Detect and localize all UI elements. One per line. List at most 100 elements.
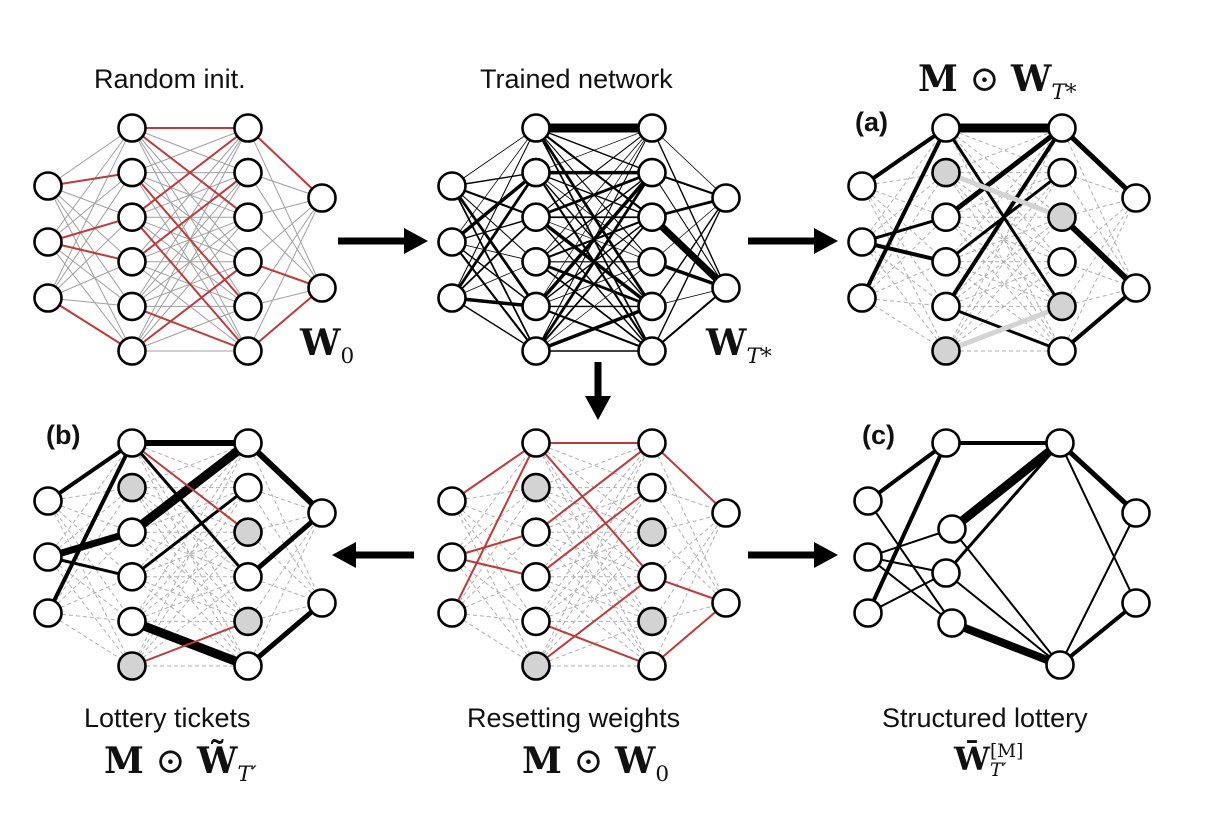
- network-node: [117, 202, 147, 232]
- network-node: [117, 336, 147, 366]
- network-node: [307, 273, 337, 303]
- network-node: [437, 227, 467, 257]
- formula-mask-wtilde: M ⊙ W̃T′: [104, 740, 257, 787]
- network-node: [931, 428, 961, 458]
- network-node: [33, 542, 63, 572]
- network-node: [637, 651, 667, 681]
- network-node: [521, 157, 551, 188]
- network-node: [1121, 183, 1151, 213]
- network-node: [33, 486, 63, 516]
- formula-mask-wtilde-symbol: W̃: [196, 740, 238, 782]
- network-node: [637, 291, 667, 322]
- network-node: [711, 498, 741, 528]
- network-node: [637, 561, 667, 592]
- arrows: [332, 228, 838, 568]
- network-node: [233, 428, 263, 458]
- network-node: [637, 428, 667, 458]
- network-node: [931, 157, 961, 188]
- network-node: [1045, 428, 1075, 458]
- network-node: [1121, 273, 1151, 303]
- network-node: [931, 246, 961, 277]
- formula-mask-w0-mask: M: [522, 740, 562, 782]
- panel-c-structured-lottery: [853, 428, 1151, 680]
- network-node: [307, 588, 337, 618]
- panel-b-lottery-tickets: [33, 428, 337, 681]
- formula-mask-wT-mask: M: [918, 58, 958, 100]
- arrow-trained-to-reset: [585, 362, 611, 420]
- network-node: [711, 183, 741, 213]
- formula-mask-w0: M ⊙ W0: [522, 740, 669, 787]
- arrow-reset-to-c: [748, 542, 838, 568]
- network-node: [521, 472, 551, 503]
- network-node: [307, 498, 337, 528]
- title-lottery-tickets: Lottery tickets: [84, 703, 251, 733]
- network-node: [233, 246, 263, 277]
- network-node: [637, 113, 667, 143]
- network-node: [1047, 291, 1077, 322]
- network-node: [233, 606, 263, 637]
- title-trained-network: Trained network: [480, 64, 673, 94]
- formula-w-bar-sub: T′: [989, 759, 1007, 781]
- formula-mask-w0-op: ⊙: [573, 741, 604, 782]
- network-node: [521, 113, 551, 143]
- network-node: [117, 472, 147, 503]
- formula-wT-sub: T*: [746, 344, 772, 370]
- formula-w-bar-symbol: W̄: [954, 740, 990, 778]
- title-structured-lottery: Structured lottery: [882, 703, 1088, 733]
- formula-w-bar-sup: [M]: [989, 740, 1024, 762]
- arrow-init-to-trained: [338, 228, 428, 254]
- network-node: [233, 157, 263, 188]
- network-node: [437, 542, 467, 572]
- network-node: [637, 157, 667, 188]
- formula-wT: WT*: [706, 322, 772, 369]
- network-node: [117, 246, 147, 277]
- network-node: [931, 336, 961, 366]
- network-node: [233, 651, 263, 681]
- network-node: [521, 336, 551, 366]
- title-resetting-weights: Resetting weights: [467, 703, 681, 733]
- network-node: [847, 283, 877, 313]
- network-node: [521, 291, 551, 322]
- network-node: [521, 517, 551, 548]
- network-node: [847, 171, 877, 201]
- network-node: [637, 517, 667, 548]
- network-node: [711, 273, 741, 303]
- network-node: [937, 514, 967, 544]
- panel-resetting-weights: [437, 428, 741, 681]
- network-node: [117, 606, 147, 637]
- formula-mask-wT-symbol: W: [1010, 58, 1052, 100]
- network-node: [117, 517, 147, 548]
- network-node: [937, 608, 967, 638]
- network-node: [233, 291, 263, 322]
- network-node: [711, 588, 741, 618]
- network-node: [33, 227, 63, 257]
- network-node: [521, 561, 551, 592]
- network-node: [117, 428, 147, 458]
- network-node: [117, 651, 147, 681]
- network-node: [117, 291, 147, 322]
- formula-w0-sub: 0: [340, 344, 355, 370]
- network-node: [637, 336, 667, 366]
- network-node: [847, 227, 877, 257]
- arrow-trained-to-a: [748, 228, 838, 254]
- network-node: [307, 183, 337, 213]
- network-node: [33, 283, 63, 313]
- network-node: [437, 171, 467, 201]
- formula-mask-wT: M ⊙ WT*: [918, 58, 1077, 105]
- network-node: [1045, 650, 1075, 680]
- network-node: [521, 428, 551, 458]
- network-node: [437, 283, 467, 313]
- network-node: [233, 561, 263, 592]
- network-node: [521, 606, 551, 637]
- network-node: [437, 486, 467, 516]
- network-node: [853, 542, 883, 572]
- formula-mask-wT-sub: T*: [1051, 80, 1077, 106]
- network-node: [637, 472, 667, 503]
- network-node: [521, 651, 551, 681]
- panel-tag-b: (b): [46, 420, 81, 450]
- network-node: [637, 202, 667, 232]
- network-node: [521, 246, 551, 277]
- network-node: [233, 336, 263, 366]
- network-node: [637, 606, 667, 637]
